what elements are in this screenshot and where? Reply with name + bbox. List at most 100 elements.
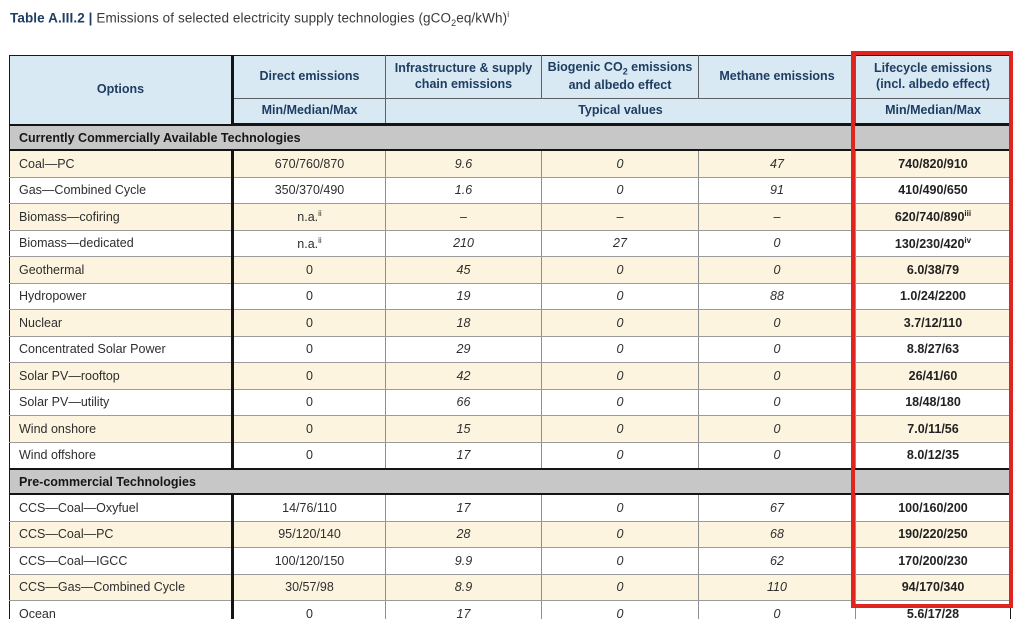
- option-name-cell: Wind onshore: [9, 415, 234, 443]
- table-caption-number: Table A.III.2 |: [10, 10, 93, 26]
- direct-emissions-cell: 350/370/490: [232, 177, 386, 204]
- option-name-cell: CCS—Coal—PC: [9, 521, 234, 548]
- option-name-cell: Nuclear: [9, 309, 234, 337]
- lifecycle-emissions-cell: 5.6/17/28: [855, 600, 1011, 619]
- biogenic-emissions-cell: 0: [541, 336, 699, 363]
- table-row: CCS—Gas—Combined Cycle 30/57/98 8.9 0 11…: [9, 574, 1011, 601]
- col-header-infrastructure-emissions: Infrastructure & supply chain emissions: [385, 55, 542, 99]
- table-row: Nuclear 0 18 0 0 3.7/12/110: [9, 309, 1011, 337]
- methane-emissions-cell: 91: [698, 177, 856, 204]
- infrastructure-emissions-cell: 17: [385, 600, 542, 619]
- lifecycle-emissions-cell: 740/820/910: [855, 150, 1011, 178]
- methane-emissions-cell: 68: [698, 521, 856, 548]
- lifecycle-emissions-cell: 7.0/11/56: [855, 415, 1011, 443]
- infrastructure-emissions-cell: 8.9: [385, 574, 542, 601]
- methane-emissions-cell: 0: [698, 256, 856, 284]
- table-row: CCS—Coal—IGCC 100/120/150 9.9 0 62 170/2…: [9, 547, 1011, 575]
- table-row: Biomass—cofiring n.a.ii – – – 620/740/89…: [9, 203, 1011, 231]
- caption-footnote-mark: i: [507, 9, 510, 19]
- table-row: Coal—PC 670/760/870 9.6 0 47 740/820/910: [9, 150, 1011, 178]
- option-name-cell: Geothermal: [9, 256, 234, 284]
- table-row: Biomass—dedicated n.a.ii 210 27 0 130/23…: [9, 230, 1011, 257]
- col-header-lifecycle-emissions: Lifecycle emissions (incl. albedo effect…: [855, 55, 1011, 99]
- infrastructure-emissions-cell: 1.6: [385, 177, 542, 204]
- biogenic-emissions-cell: 0: [541, 177, 699, 204]
- infrastructure-emissions-cell: 9.9: [385, 547, 542, 575]
- infrastructure-emissions-cell: 29: [385, 336, 542, 363]
- subheader-typical-values: Typical values: [385, 98, 856, 126]
- direct-emissions-cell: 0: [232, 283, 386, 310]
- subheader-direct-min-median-max: Min/Median/Max: [232, 98, 386, 126]
- direct-emissions-cell: 14/76/110: [232, 494, 386, 522]
- lifecycle-emissions-cell: 410/490/650: [855, 177, 1011, 204]
- emissions-table: Options Direct emissions Infrastructure …: [9, 55, 1011, 619]
- lifecycle-emissions-cell: 130/230/420iv: [855, 230, 1011, 257]
- lifecycle-emissions-cell: 170/200/230: [855, 547, 1011, 575]
- direct-emissions-cell: n.a.ii: [232, 230, 386, 257]
- option-name-cell: Biomass—dedicated: [9, 230, 234, 257]
- methane-emissions-cell: 110: [698, 574, 856, 601]
- biogenic-emissions-cell: 0: [541, 521, 699, 548]
- direct-emissions-cell: n.a.ii: [232, 203, 386, 231]
- table-row: CCS—Coal—Oxyfuel 14/76/110 17 0 67 100/1…: [9, 494, 1011, 522]
- infrastructure-emissions-cell: 19: [385, 283, 542, 310]
- methane-emissions-cell: 62: [698, 547, 856, 575]
- option-name-cell: Solar PV—rooftop: [9, 362, 234, 390]
- biogenic-emissions-cell: 0: [541, 362, 699, 390]
- table-body: Currently Commercially Available Technol…: [9, 123, 1011, 619]
- infrastructure-emissions-cell: 66: [385, 389, 542, 416]
- direct-emissions-cell: 0: [232, 336, 386, 363]
- lifecycle-emissions-cell: 100/160/200: [855, 494, 1011, 522]
- infrastructure-emissions-cell: 17: [385, 442, 542, 470]
- methane-emissions-cell: 67: [698, 494, 856, 522]
- biogenic-emissions-cell: 0: [541, 415, 699, 443]
- direct-emissions-cell: 0: [232, 309, 386, 337]
- col-header-direct-emissions: Direct emissions: [232, 55, 386, 99]
- table-caption-text: Emissions of selected electricity supply…: [92, 10, 452, 26]
- option-name-cell: Concentrated Solar Power: [9, 336, 234, 363]
- table-row: Gas—Combined Cycle 350/370/490 1.6 0 91 …: [9, 177, 1011, 204]
- option-name-cell: Gas—Combined Cycle: [9, 177, 234, 204]
- direct-emissions-cell: 0: [232, 256, 386, 284]
- lifecycle-emissions-cell: 620/740/890iii: [855, 203, 1011, 231]
- option-name-cell: CCS—Coal—IGCC: [9, 547, 234, 575]
- lifecycle-emissions-cell: 8.0/12/35: [855, 442, 1011, 470]
- option-name-cell: CCS—Gas—Combined Cycle: [9, 574, 234, 601]
- methane-emissions-cell: 0: [698, 362, 856, 390]
- lifecycle-emissions-cell: 3.7/12/110: [855, 309, 1011, 337]
- methane-emissions-cell: 0: [698, 336, 856, 363]
- direct-emissions-cell: 0: [232, 415, 386, 443]
- methane-emissions-cell: 0: [698, 600, 856, 619]
- methane-emissions-cell: 88: [698, 283, 856, 310]
- option-name-cell: CCS—Coal—Oxyfuel: [9, 494, 234, 522]
- option-name-cell: Hydropower: [9, 283, 234, 310]
- direct-emissions-cell: 30/57/98: [232, 574, 386, 601]
- infrastructure-emissions-cell: 15: [385, 415, 542, 443]
- option-name-cell: Wind offshore: [9, 442, 234, 470]
- lifecycle-emissions-cell: 1.0/24/2200: [855, 283, 1011, 310]
- infrastructure-emissions-cell: 9.6: [385, 150, 542, 178]
- table-caption-tail: eq/kWh): [456, 10, 508, 26]
- infrastructure-emissions-cell: 17: [385, 494, 542, 522]
- lifecycle-emissions-cell: 26/41/60: [855, 362, 1011, 390]
- direct-emissions-cell: 0: [232, 362, 386, 390]
- infrastructure-emissions-cell: 210: [385, 230, 542, 257]
- direct-emissions-cell: 0: [232, 600, 386, 619]
- direct-emissions-cell: 0: [232, 442, 386, 470]
- lifecycle-emissions-cell: 94/170/340: [855, 574, 1011, 601]
- methane-emissions-cell: 0: [698, 442, 856, 470]
- table-caption: Table A.III.2 | Emissions of selected el…: [10, 9, 509, 28]
- biogenic-emissions-cell: 0: [541, 494, 699, 522]
- table-row: Concentrated Solar Power 0 29 0 0 8.8/27…: [9, 336, 1011, 363]
- section-header-label: Currently Commercially Available Technol…: [9, 123, 1011, 151]
- option-name-cell: Coal—PC: [9, 150, 234, 178]
- methane-emissions-cell: 47: [698, 150, 856, 178]
- table-row: Wind offshore 0 17 0 0 8.0/12/35: [9, 442, 1011, 470]
- direct-emissions-cell: 95/120/140: [232, 521, 386, 548]
- option-name-cell: Solar PV—utility: [9, 389, 234, 416]
- lifecycle-emissions-cell: 190/220/250: [855, 521, 1011, 548]
- option-name-cell: Ocean: [9, 600, 234, 619]
- methane-emissions-cell: 0: [698, 415, 856, 443]
- table-header: Options Direct emissions Infrastructure …: [9, 55, 1011, 126]
